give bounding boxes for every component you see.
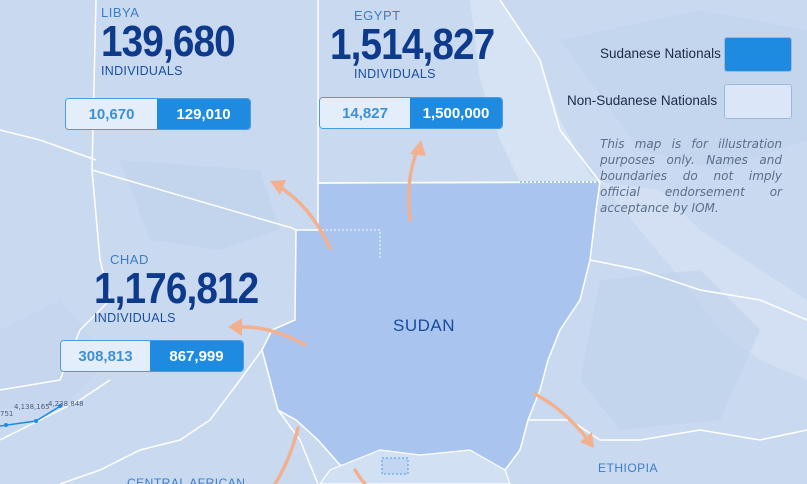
arrow-head-egypt bbox=[410, 140, 426, 156]
terrain-shade-2 bbox=[120, 160, 280, 250]
chad-block: CHAD 1,176,812 INDIVIDUALS bbox=[94, 252, 281, 325]
arrow-to-car bbox=[273, 426, 300, 484]
legend-swatch-sudanese bbox=[724, 37, 792, 72]
arrow-head-chad bbox=[228, 318, 242, 336]
mini-trend-chart bbox=[0, 404, 63, 427]
non-sudanese-libya: 10,670 bbox=[66, 99, 158, 129]
split-egypt: 14,827 1,500,000 bbox=[319, 97, 503, 129]
ethiopia-label: ETHIOPIA bbox=[598, 461, 659, 475]
country-name-chad: CHAD bbox=[110, 252, 149, 267]
non-sudanese-egypt: 14,827 bbox=[320, 98, 411, 128]
terrain-shade-3 bbox=[580, 270, 760, 430]
legend-label-non-sudanese: Non-Sudanese Nationals bbox=[567, 93, 718, 108]
unit-chad: INDIVIDUALS bbox=[94, 311, 176, 325]
country-name-egypt: EGYPT bbox=[354, 8, 401, 23]
sudanese-libya: 129,010 bbox=[157, 99, 250, 129]
unit-libya: INDIVIDUALS bbox=[101, 64, 183, 78]
country-name-libya: LIBYA bbox=[101, 5, 140, 20]
arrow-to-chad bbox=[234, 325, 307, 347]
split-libya: 10,670 129,010 bbox=[65, 98, 251, 130]
sudanese-chad: 867,999 bbox=[150, 341, 243, 371]
total-egypt: 1,514,827 bbox=[330, 20, 495, 69]
unit-egypt: INDIVIDUALS bbox=[354, 67, 436, 81]
arrow-to-ethiopia bbox=[533, 392, 590, 442]
disclaimer-text: This map is for illustration purposes on… bbox=[600, 137, 782, 215]
arrow-heads bbox=[228, 140, 594, 448]
legend-swatch-non-sudanese bbox=[724, 84, 792, 119]
abyei-area bbox=[381, 457, 409, 475]
legend-label-sudanese: Sudanese Nationals bbox=[600, 46, 721, 61]
arrow-head-libya bbox=[270, 180, 286, 195]
mini-trend-point-3 bbox=[58, 404, 62, 408]
sudanese-egypt: 1,500,000 bbox=[410, 98, 502, 128]
car-label: CENTRAL AFRICAN bbox=[127, 476, 246, 484]
mini-trend-point-2 bbox=[34, 419, 38, 423]
arrow-to-south bbox=[353, 468, 367, 484]
mini-chart-label-2: 4,138,165 bbox=[14, 403, 50, 411]
arrow-to-libya bbox=[276, 184, 332, 250]
bir-tawil-boundary bbox=[318, 229, 381, 260]
south-sudan-region bbox=[319, 449, 511, 484]
total-libya: 139,680 bbox=[101, 17, 236, 66]
non-sudanese-chad: 308,813 bbox=[61, 341, 151, 371]
libya-block: LIBYA 139,680 INDIVIDUALS bbox=[101, 5, 253, 78]
red-sea-water bbox=[470, 0, 600, 182]
arrow-head-ethiopia bbox=[580, 432, 594, 448]
egypt-block: EGYPT 1,514,827 INDIVIDUALS bbox=[330, 8, 517, 81]
mini-chart-label-3: 4,238,848 bbox=[48, 400, 84, 408]
mini-trend-point-1 bbox=[4, 423, 8, 427]
mini-chart-label-1: 751 bbox=[0, 410, 14, 418]
split-chad: 308,813 867,999 bbox=[60, 340, 244, 372]
total-chad: 1,176,812 bbox=[94, 264, 259, 313]
sudan-label: SUDAN bbox=[393, 316, 456, 335]
